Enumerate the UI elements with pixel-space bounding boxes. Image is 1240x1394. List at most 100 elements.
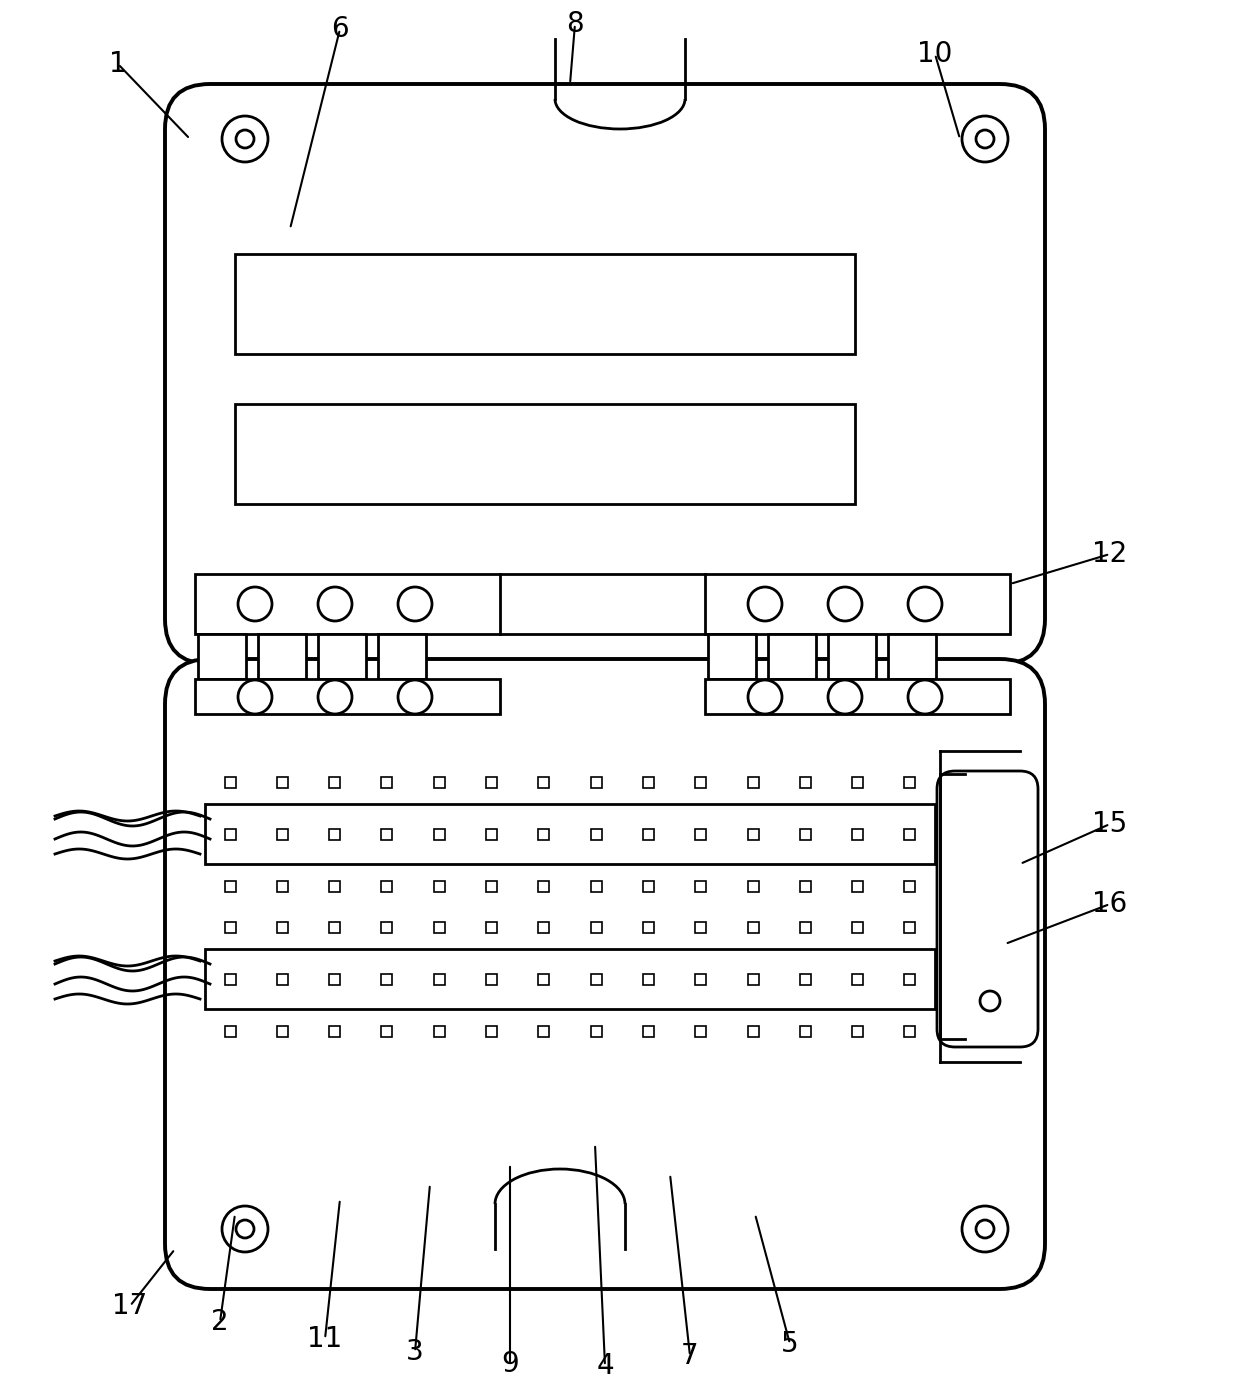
Bar	[434, 973, 445, 984]
Bar	[852, 828, 863, 839]
Bar	[329, 881, 340, 892]
Bar	[236, 404, 856, 505]
Text: 10: 10	[918, 40, 952, 68]
Bar	[486, 776, 497, 788]
Bar	[852, 921, 863, 933]
Bar	[382, 973, 392, 984]
Bar	[382, 1026, 392, 1037]
Bar	[800, 973, 811, 984]
Circle shape	[828, 680, 862, 714]
Bar	[434, 1026, 445, 1037]
Bar	[904, 921, 915, 933]
Text: 12: 12	[1092, 539, 1127, 567]
Bar	[486, 973, 497, 984]
Bar	[590, 776, 601, 788]
Circle shape	[317, 587, 352, 620]
Bar	[904, 776, 915, 788]
Bar	[486, 921, 497, 933]
Circle shape	[976, 1220, 994, 1238]
Text: 4: 4	[596, 1352, 614, 1380]
Bar	[434, 921, 445, 933]
Circle shape	[238, 587, 272, 620]
Bar	[538, 776, 549, 788]
Bar	[590, 828, 601, 839]
Bar	[696, 973, 707, 984]
Circle shape	[908, 680, 942, 714]
Bar	[748, 828, 759, 839]
Bar	[644, 921, 653, 933]
Bar	[888, 634, 936, 679]
Bar	[538, 881, 549, 892]
Bar	[538, 973, 549, 984]
Bar	[382, 776, 392, 788]
Bar	[644, 1026, 653, 1037]
Circle shape	[828, 587, 862, 620]
Bar	[696, 1026, 707, 1037]
Bar	[486, 828, 497, 839]
Bar	[382, 921, 392, 933]
Bar	[852, 776, 863, 788]
Circle shape	[222, 116, 268, 162]
Bar	[277, 881, 288, 892]
Bar	[195, 679, 500, 714]
Bar	[748, 776, 759, 788]
Bar	[224, 921, 236, 933]
Bar	[277, 921, 288, 933]
Bar	[904, 1026, 915, 1037]
Bar	[696, 921, 707, 933]
Bar	[828, 634, 875, 679]
Bar	[198, 634, 246, 679]
Bar	[644, 973, 653, 984]
Bar	[486, 1026, 497, 1037]
Bar	[236, 254, 856, 354]
Circle shape	[398, 680, 432, 714]
Bar	[696, 828, 707, 839]
Text: 2: 2	[211, 1308, 229, 1335]
Bar	[748, 881, 759, 892]
Bar	[538, 1026, 549, 1037]
Bar	[195, 574, 500, 634]
Bar	[329, 828, 340, 839]
Bar	[644, 881, 653, 892]
Bar	[590, 921, 601, 933]
Text: 15: 15	[1092, 810, 1127, 838]
Bar	[434, 881, 445, 892]
Bar	[590, 881, 601, 892]
Bar	[800, 1026, 811, 1037]
Bar	[258, 634, 306, 679]
Bar	[434, 828, 445, 839]
Bar	[329, 973, 340, 984]
Bar	[696, 881, 707, 892]
Bar	[748, 921, 759, 933]
Bar	[800, 881, 811, 892]
Bar	[590, 973, 601, 984]
Bar	[277, 1026, 288, 1037]
Bar	[748, 973, 759, 984]
Bar	[224, 776, 236, 788]
Text: 11: 11	[308, 1326, 342, 1354]
Text: 8: 8	[567, 10, 584, 38]
Bar	[382, 828, 392, 839]
Bar	[224, 881, 236, 892]
Circle shape	[962, 116, 1008, 162]
Bar	[748, 1026, 759, 1037]
Circle shape	[317, 680, 352, 714]
Circle shape	[236, 130, 254, 148]
Text: 17: 17	[113, 1292, 148, 1320]
Bar	[277, 776, 288, 788]
Bar	[644, 776, 653, 788]
Bar	[590, 1026, 601, 1037]
Circle shape	[238, 680, 272, 714]
Circle shape	[748, 587, 782, 620]
Bar	[696, 776, 707, 788]
Circle shape	[398, 587, 432, 620]
Circle shape	[908, 587, 942, 620]
Bar	[644, 828, 653, 839]
Bar	[538, 828, 549, 839]
Bar	[708, 634, 756, 679]
Text: 3: 3	[407, 1338, 424, 1366]
Bar	[224, 828, 236, 839]
Bar	[277, 973, 288, 984]
Bar	[329, 921, 340, 933]
Circle shape	[748, 680, 782, 714]
